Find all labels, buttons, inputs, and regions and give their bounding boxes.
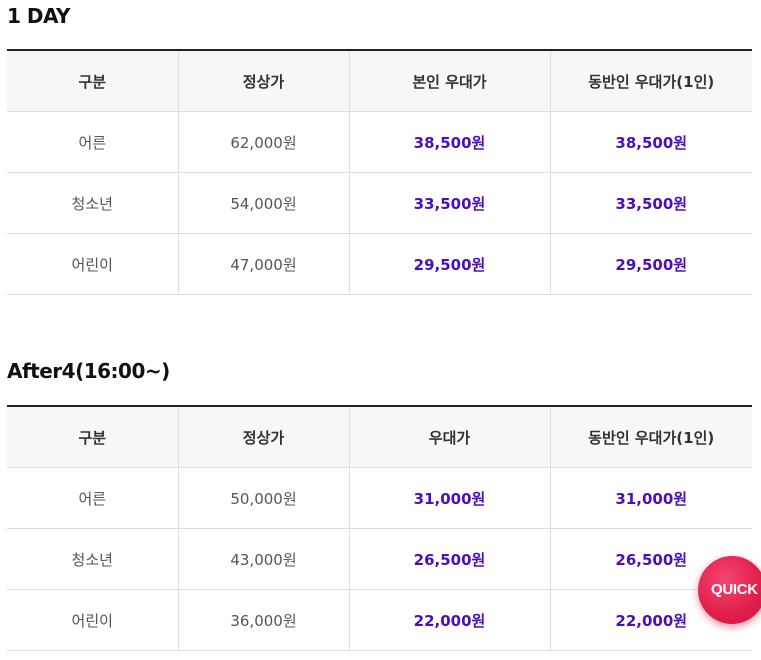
row-regular-price: 50,000원	[177, 467, 349, 529]
row-discount-price: 33,500원	[348, 172, 550, 234]
table-row: 어린이 47,000원 29,500원 29,500원	[7, 233, 752, 295]
row-companion-price: 38,500원	[549, 111, 752, 173]
row-discount-price: 22,000원	[348, 589, 550, 651]
table-header-row: 구분 정상가 우대가 동반인 우대가(1인)	[7, 406, 752, 468]
row-regular-price: 54,000원	[177, 172, 349, 234]
row-category: 어린이	[7, 589, 178, 651]
table-row: 청소년 54,000원 33,500원 33,500원	[7, 172, 752, 234]
row-regular-price: 62,000원	[177, 111, 349, 173]
row-discount-price: 29,500원	[348, 233, 550, 295]
row-category: 청소년	[7, 172, 178, 234]
header-category: 구분	[7, 50, 178, 112]
row-category: 어른	[7, 467, 178, 529]
row-regular-price: 47,000원	[177, 233, 349, 295]
row-category: 어른	[7, 111, 178, 173]
table-row: 어른 62,000원 38,500원 38,500원	[7, 111, 752, 173]
row-discount-price: 38,500원	[348, 111, 550, 173]
header-discount-price: 본인 우대가	[348, 50, 550, 112]
header-discount-price: 우대가	[348, 406, 550, 468]
row-companion-price: 29,500원	[549, 233, 752, 295]
row-regular-price: 36,000원	[177, 589, 349, 651]
table-row: 청소년 43,000원 26,500원 26,500원	[7, 528, 752, 590]
price-table-1day: 구분 정상가 본인 우대가 동반인 우대가(1인) 어른 62,000원 38,…	[7, 49, 752, 295]
row-category: 청소년	[7, 528, 178, 590]
table-row: 어린이 36,000원 22,000원 22,000원	[7, 589, 752, 651]
table-header-row: 구분 정상가 본인 우대가 동반인 우대가(1인)	[7, 50, 752, 112]
section-title-after4: After4(16:00~)	[7, 359, 170, 383]
header-regular-price: 정상가	[177, 406, 349, 468]
row-regular-price: 43,000원	[177, 528, 349, 590]
header-category: 구분	[7, 406, 178, 468]
row-companion-price: 33,500원	[549, 172, 752, 234]
header-companion-price: 동반인 우대가(1인)	[549, 406, 752, 468]
header-companion-price: 동반인 우대가(1인)	[549, 50, 752, 112]
row-companion-price: 31,000원	[549, 467, 752, 529]
price-table-after4: 구분 정상가 우대가 동반인 우대가(1인) 어른 50,000원 31,000…	[7, 405, 752, 651]
quick-menu-button[interactable]: QUICK	[698, 556, 761, 624]
section-title-1day: 1 DAY	[7, 4, 71, 28]
row-discount-price: 31,000원	[348, 467, 550, 529]
row-category: 어린이	[7, 233, 178, 295]
table-row: 어른 50,000원 31,000원 31,000원	[7, 467, 752, 529]
row-discount-price: 26,500원	[348, 528, 550, 590]
header-regular-price: 정상가	[177, 50, 349, 112]
